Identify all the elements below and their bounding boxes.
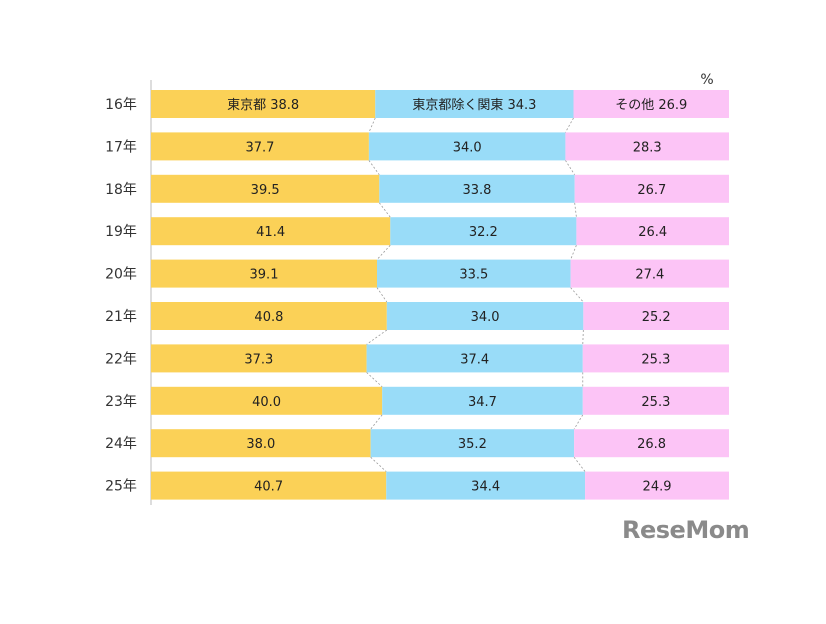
connector-line <box>570 245 577 260</box>
tick-label: 25年 <box>105 479 137 495</box>
data-label: 33.5 <box>459 268 488 283</box>
bar-segment <box>370 429 575 458</box>
unit-label: % <box>700 72 713 88</box>
bar-segment <box>574 174 729 203</box>
tick-label: 19年 <box>105 224 137 240</box>
bar-segment <box>375 90 574 118</box>
bar-segment <box>570 259 729 288</box>
connector-line <box>378 202 391 218</box>
legend-data-label: 東京都 38.8 <box>227 97 299 113</box>
connector-line <box>565 160 576 176</box>
bar-segment <box>585 471 729 500</box>
data-label: 32.2 <box>469 225 498 240</box>
bar-segment <box>386 302 584 330</box>
data-label: 25.3 <box>641 395 670 410</box>
data-label: 24.9 <box>643 480 672 495</box>
data-label: 38.0 <box>246 437 275 452</box>
data-label: 34.0 <box>471 310 500 325</box>
data-label: 26.7 <box>637 183 666 198</box>
connector-line <box>570 287 584 303</box>
bar-segment <box>368 132 566 161</box>
bar-segment <box>151 217 391 246</box>
data-label: 25.2 <box>642 310 671 325</box>
bar-segment <box>151 386 383 415</box>
data-label: 41.4 <box>256 225 285 240</box>
connector-line <box>376 244 391 260</box>
data-label: 25.3 <box>641 352 670 367</box>
bar-segment <box>151 302 387 330</box>
connector-line <box>565 117 574 133</box>
bar-segment <box>382 386 583 415</box>
data-label: 39.1 <box>250 268 279 283</box>
bar-segment <box>151 132 369 161</box>
bar-segment <box>565 132 729 161</box>
bar-segment <box>379 174 575 203</box>
connector-line <box>368 160 380 176</box>
connector-line <box>366 329 388 345</box>
tick-label: 23年 <box>105 394 137 410</box>
tick-label: 18年 <box>105 182 137 198</box>
bar-segment <box>386 471 586 500</box>
data-label: 26.8 <box>637 437 666 452</box>
data-label: 40.0 <box>252 395 281 410</box>
legend-data-label: 東京都除く関東 34.3 <box>412 97 536 113</box>
connector-line <box>574 202 577 218</box>
watermark-logo: ReseMom <box>622 516 750 544</box>
bar-segment <box>582 344 729 373</box>
connector-line <box>366 372 383 388</box>
bar-segment <box>573 90 729 118</box>
connector-line <box>370 456 387 472</box>
data-label: 37.7 <box>245 140 274 155</box>
data-label: 28.3 <box>633 140 662 155</box>
bar-segment <box>376 259 571 288</box>
data-label: 26.4 <box>638 225 667 240</box>
data-label: 34.4 <box>471 480 500 495</box>
bar-segment <box>574 429 729 458</box>
data-label: 37.4 <box>460 352 489 367</box>
bar-segment <box>366 344 583 373</box>
bar-segment <box>151 90 376 118</box>
data-label: 33.8 <box>463 183 492 198</box>
data-label: 37.3 <box>244 352 273 367</box>
data-label: 40.8 <box>254 310 283 325</box>
tick-label: 21年 <box>105 309 137 325</box>
legend-data-label: その他 26.9 <box>615 98 687 113</box>
data-label: 40.7 <box>254 480 283 495</box>
bar-segment <box>576 217 729 246</box>
data-label: 34.7 <box>468 395 497 410</box>
bar-segment <box>151 471 387 500</box>
tick-label: 16年 <box>105 97 137 113</box>
bar-segment <box>390 217 577 246</box>
data-label: 34.0 <box>453 140 482 155</box>
connector-line <box>582 329 584 345</box>
data-label: 35.2 <box>458 437 487 452</box>
data-label: 27.4 <box>635 268 664 283</box>
connector-line <box>368 117 376 133</box>
bar-segment <box>151 344 367 373</box>
connector-line <box>370 414 383 430</box>
tick-label: 20年 <box>105 267 137 283</box>
tick-label: 22年 <box>105 351 137 367</box>
bar-segment <box>151 174 380 203</box>
bar-segment <box>583 302 729 330</box>
bar-segment <box>582 386 729 415</box>
tick-label: 24年 <box>105 436 137 452</box>
connector-line <box>573 456 586 472</box>
connector-line <box>376 287 388 303</box>
tick-label: 17年 <box>105 139 137 155</box>
bar-segment <box>151 259 377 288</box>
connector-line <box>573 414 584 430</box>
data-label: 39.5 <box>251 183 280 198</box>
bar-segment <box>151 429 371 458</box>
